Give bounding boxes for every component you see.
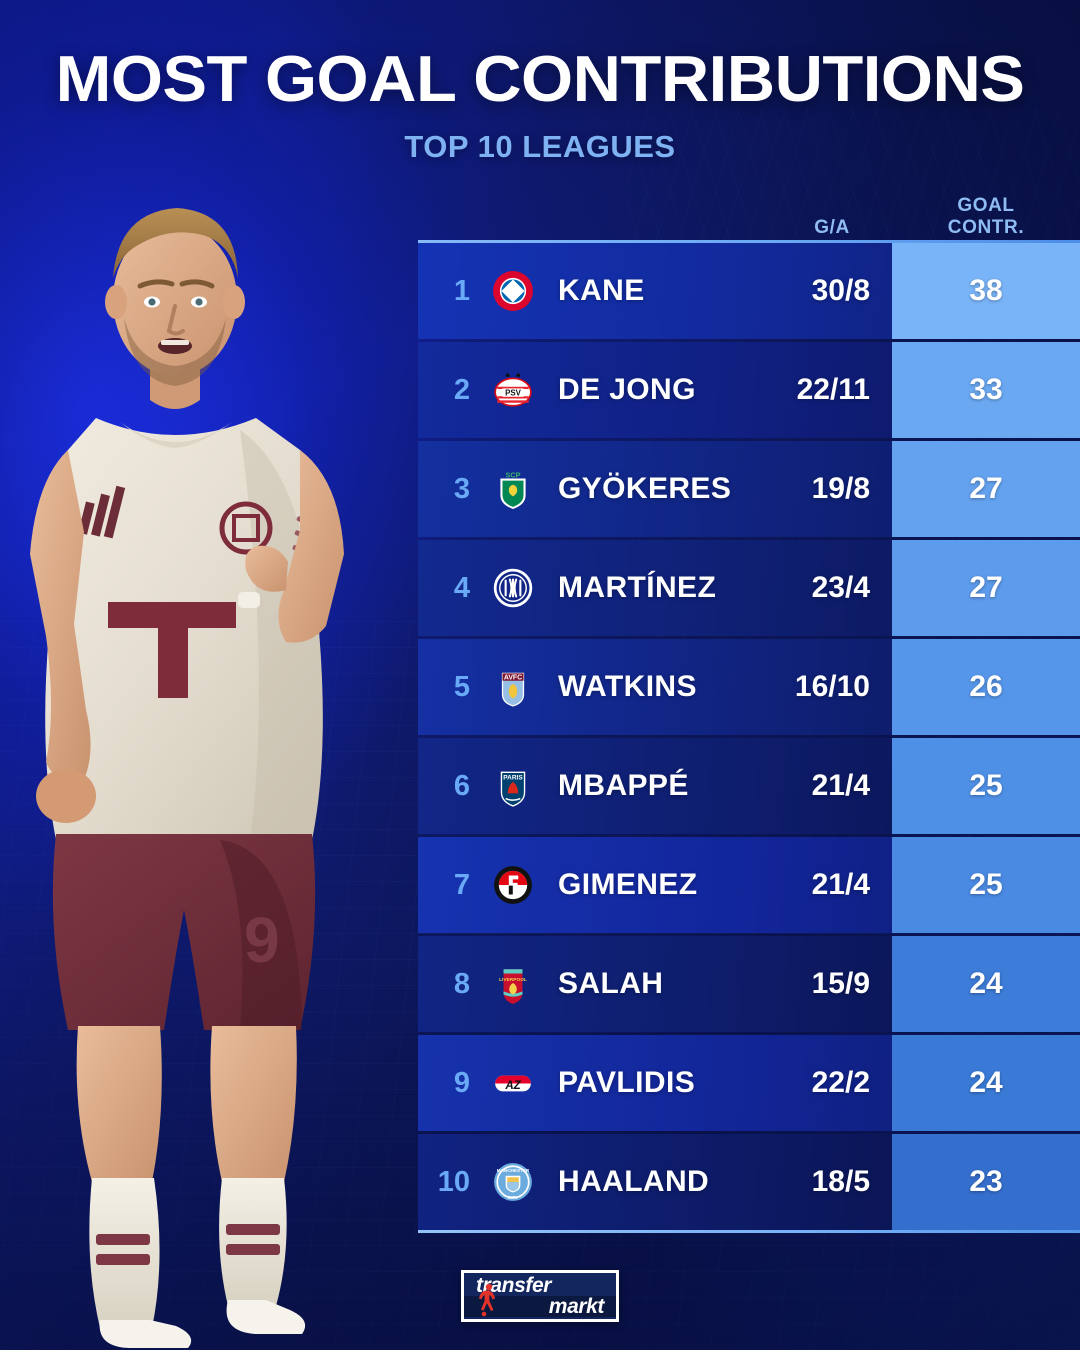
row-rank: 9 xyxy=(453,1066,470,1099)
row-player-name: DE JONG xyxy=(558,373,696,406)
row-player-name: SALAH xyxy=(558,967,664,1000)
transfermarkt-logo[interactable]: transfer markt xyxy=(461,1270,619,1322)
row-rank: 3 xyxy=(453,472,470,505)
row-rank: 2 xyxy=(453,373,470,406)
row-player-name: GYÖKERES xyxy=(558,472,732,505)
table-row[interactable]: 10 MANCHESTER CITY HAALAND 18/5 23 xyxy=(418,1134,1080,1230)
row-player-name: GIMENEZ xyxy=(558,868,698,901)
row-goals-assists: 22/2 xyxy=(811,1066,870,1099)
aston-villa-crest: AVFC xyxy=(476,666,550,708)
inter-milan-crest xyxy=(476,567,550,609)
svg-text:CITY: CITY xyxy=(508,1195,519,1200)
bayern-munich-crest xyxy=(476,270,550,312)
table-row[interactable]: 4 MARTÍNEZ 23/4 27 xyxy=(418,540,1080,636)
row-goals-assists: 19/8 xyxy=(811,472,870,505)
liverpool-crest: LIVERPOOL xyxy=(476,963,550,1005)
page-title: MOST GOAL CONTRIBUTIONS xyxy=(55,42,1025,115)
table-row[interactable]: 6 PARIS MBAPPÉ 21/4 25 xyxy=(418,738,1080,834)
row-player-name: WATKINS xyxy=(558,670,697,703)
player-photo-harry-kane: 9 xyxy=(0,150,430,1350)
row-goals-assists: 30/8 xyxy=(811,274,870,307)
row-rank: 7 xyxy=(453,868,470,901)
az-alkmaar-crest: AZ xyxy=(476,1062,550,1104)
table-row[interactable]: 5 AVFC WATKINS 16/10 26 xyxy=(418,639,1080,735)
footer: transfer markt xyxy=(0,1270,1080,1322)
row-player-name: HAALAND xyxy=(558,1165,710,1198)
svg-text:LIVERPOOL: LIVERPOOL xyxy=(499,977,527,983)
ranking-table: G/A GOAL CONTR. 1 KANE 30/8 38 2 PSV DE … xyxy=(418,178,1080,1233)
svg-text:PARIS: PARIS xyxy=(503,775,523,782)
manchester-city-crest: MANCHESTER CITY xyxy=(476,1161,550,1203)
psv-crest: PSV xyxy=(476,369,550,411)
table-column-headers: G/A GOAL CONTR. xyxy=(418,178,1080,240)
table-row[interactable]: 3 SCP GYÖKERES 19/8 27 xyxy=(418,441,1080,537)
svg-text:AVFC: AVFC xyxy=(504,675,522,682)
svg-text:PSV: PSV xyxy=(505,388,521,397)
row-goal-contributions: 26 xyxy=(892,639,1080,735)
row-rank: 8 xyxy=(453,967,470,1000)
table-row[interactable]: 9 AZ PAVLIDIS 22/2 24 xyxy=(418,1035,1080,1131)
row-rank: 10 xyxy=(437,1165,470,1198)
column-header-goal-contributions: GOAL CONTR. xyxy=(892,195,1080,238)
transfermarkt-wordmark-top: transfer xyxy=(476,1274,551,1297)
column-header-goal-line1: GOAL xyxy=(957,195,1015,217)
row-goals-assists: 18/5 xyxy=(811,1165,870,1198)
row-rank: 5 xyxy=(453,670,470,703)
row-rank: 6 xyxy=(453,769,470,802)
row-goal-contributions: 33 xyxy=(892,342,1080,438)
table-top-rule xyxy=(418,240,1080,243)
column-header-ga: G/A xyxy=(814,216,850,238)
row-player-name: MBAPPÉ xyxy=(558,769,689,802)
table-row[interactable]: 1 KANE 30/8 38 xyxy=(418,243,1080,339)
row-goal-contributions: 38 xyxy=(892,243,1080,339)
row-goals-assists: 15/9 xyxy=(811,967,870,1000)
row-rank: 1 xyxy=(453,274,470,307)
sporting-cp-crest: SCP xyxy=(476,468,550,510)
row-goals-assists: 21/4 xyxy=(811,769,870,802)
column-header-goal-line2: CONTR. xyxy=(947,216,1025,238)
row-player-name: KANE xyxy=(558,274,645,307)
page-subtitle: TOP 10 LEAGUES xyxy=(404,129,676,164)
footballer-icon xyxy=(479,1283,495,1317)
row-goals-assists: 23/4 xyxy=(811,571,870,604)
row-goal-contributions: 25 xyxy=(892,738,1080,834)
row-player-name: MARTÍNEZ xyxy=(558,571,717,604)
row-goal-contributions: 24 xyxy=(892,936,1080,1032)
row-rank: 4 xyxy=(453,571,470,604)
table-row[interactable]: 7 GIMENEZ 21/4 25 xyxy=(418,837,1080,933)
row-goals-assists: 22/11 xyxy=(796,373,870,406)
psg-crest: PARIS xyxy=(476,765,550,807)
table-row[interactable]: 2 PSV DE JONG 22/11 33 xyxy=(418,342,1080,438)
row-goal-contributions: 23 xyxy=(892,1134,1080,1230)
row-goals-assists: 16/10 xyxy=(794,670,870,703)
header: MOST GOAL CONTRIBUTIONS TOP 10 LEAGUES xyxy=(0,0,1080,165)
transfermarkt-wordmark-bottom: markt xyxy=(464,1296,616,1317)
svg-text:SCP: SCP xyxy=(505,470,520,479)
row-goals-assists: 21/4 xyxy=(811,868,870,901)
svg-text:9: 9 xyxy=(244,904,280,976)
feyenoord-crest xyxy=(476,864,550,906)
svg-text:AZ: AZ xyxy=(504,1080,521,1092)
row-goal-contributions: 24 xyxy=(892,1035,1080,1131)
row-goal-contributions: 27 xyxy=(892,540,1080,636)
row-goal-contributions: 25 xyxy=(892,837,1080,933)
table-row[interactable]: 8 LIVERPOOL SALAH 15/9 24 xyxy=(418,936,1080,1032)
row-goal-contributions: 27 xyxy=(892,441,1080,537)
table-bottom-rule xyxy=(418,1230,1080,1233)
svg-text:MANCHESTER: MANCHESTER xyxy=(497,1168,530,1173)
row-player-name: PAVLIDIS xyxy=(558,1066,696,1099)
